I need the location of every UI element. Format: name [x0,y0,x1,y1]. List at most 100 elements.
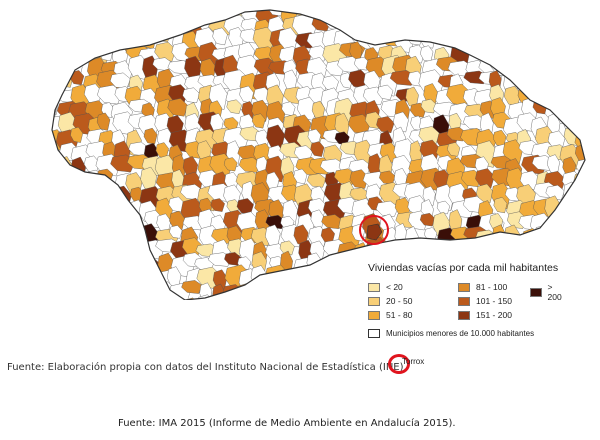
municipality-blank [293,168,308,185]
municipality-shaded [56,10,78,20]
municipality-shaded [405,10,420,19]
municipality-shaded [578,199,585,225]
legend-swatch [368,282,380,292]
municipality-shaded [380,18,395,32]
municipality-blank [279,283,298,300]
municipality-blank [99,270,126,291]
municipality-shaded [223,157,238,172]
legend-swatch [458,310,470,320]
municipality-shaded [52,170,60,194]
municipality-shaded [127,252,142,269]
legend: < 20 20 - 50 51 - 80 81 - 100 101 - 150 … [368,282,568,326]
municipality-shaded [99,227,124,247]
municipality-shaded [86,30,110,46]
legend-swatch [458,296,470,306]
legend-title: Viviendas vacías por cada mil habitantes [368,262,559,274]
municipality-blank [68,198,86,215]
legend-small-municipalities: Municipios menores de 10.000 habitantes [368,329,534,338]
legend-item-101-150: 101 - 150 [458,296,512,306]
municipality-blank [348,266,369,281]
municipality-shaded [563,213,585,241]
municipality-blank [322,256,342,281]
municipality-shaded [587,28,600,53]
municipality-blank [73,252,95,274]
legend-label: 20 - 50 [386,296,413,306]
municipality-blank [559,83,585,104]
municipality-shaded [530,44,551,61]
municipality-shaded [52,183,63,208]
municipality-blank [559,17,581,38]
torrox-label: Torrox [402,357,425,366]
municipality-blank [52,279,57,300]
municipality-blank [478,13,494,32]
municipality-shaded [96,10,123,16]
municipality-blank [576,32,585,58]
municipality-blank [577,10,585,24]
municipality-shaded [349,169,369,189]
municipality-blank [354,56,370,71]
municipality-blank [127,10,154,21]
municipality-blank [574,281,585,300]
legend-swatch-empty [368,329,380,338]
municipality-blank [56,209,72,234]
municipality-shaded [562,41,577,59]
source-ima: Fuente: IMA 2015 (Informe de Medio Ambie… [118,418,456,429]
municipality-shaded [140,268,162,292]
legend-swatch [368,296,380,306]
municipality-blank [377,84,394,100]
municipality-blank [392,16,415,32]
municipality-shaded [224,252,242,266]
municipality-shaded [87,226,106,242]
municipality-blank [171,10,193,22]
legend-item-20-50: 20 - 50 [368,296,412,306]
municipality-shaded [265,296,284,300]
municipality-blank [83,214,110,229]
municipality-shaded [279,240,295,256]
municipality-blank [533,61,548,78]
municipality-shaded [587,157,600,179]
municipality-shaded [335,269,353,286]
municipality-blank [434,10,460,27]
municipality-blank [71,294,93,300]
municipality-shaded [419,212,436,227]
municipality-blank [85,197,110,214]
municipality-shaded [351,13,367,34]
municipality-blank [391,10,416,17]
municipality-shaded [436,18,463,33]
municipality-blank [488,239,502,255]
municipality-shaded [591,269,600,296]
municipality-blank [83,297,99,300]
municipality-shaded [210,198,225,212]
municipality-shaded [475,168,495,189]
municipality-blank [57,13,73,36]
municipality-blank [69,236,92,263]
torrox-marker-icon [388,354,410,374]
municipality-blank [448,240,465,257]
municipality-blank [128,292,147,300]
municipality-blank [194,10,217,22]
municipality-shaded [589,227,600,247]
municipality-blank [589,197,600,213]
municipality-blank [506,59,524,76]
municipality-shaded [321,214,343,229]
municipality-shaded [52,224,61,241]
municipality-shaded [592,240,600,257]
legend-swatch [368,310,380,320]
municipality-shaded [434,28,450,43]
municipality-shaded [59,72,73,88]
municipality-blank [572,266,585,293]
municipality-shaded [254,282,282,300]
municipality-shaded [532,14,552,36]
municipality-shaded [493,197,508,214]
municipality-blank [422,13,448,41]
municipality-shaded [505,27,529,54]
municipality-blank [73,227,89,249]
municipality-blank [574,18,585,38]
municipality-shaded [181,280,203,294]
municipality-shaded [459,30,486,51]
municipality-blank [69,45,87,65]
municipality-shaded [52,43,58,68]
municipality-blank [281,270,303,294]
municipality-shaded [563,57,580,85]
municipality-blank [98,298,126,300]
